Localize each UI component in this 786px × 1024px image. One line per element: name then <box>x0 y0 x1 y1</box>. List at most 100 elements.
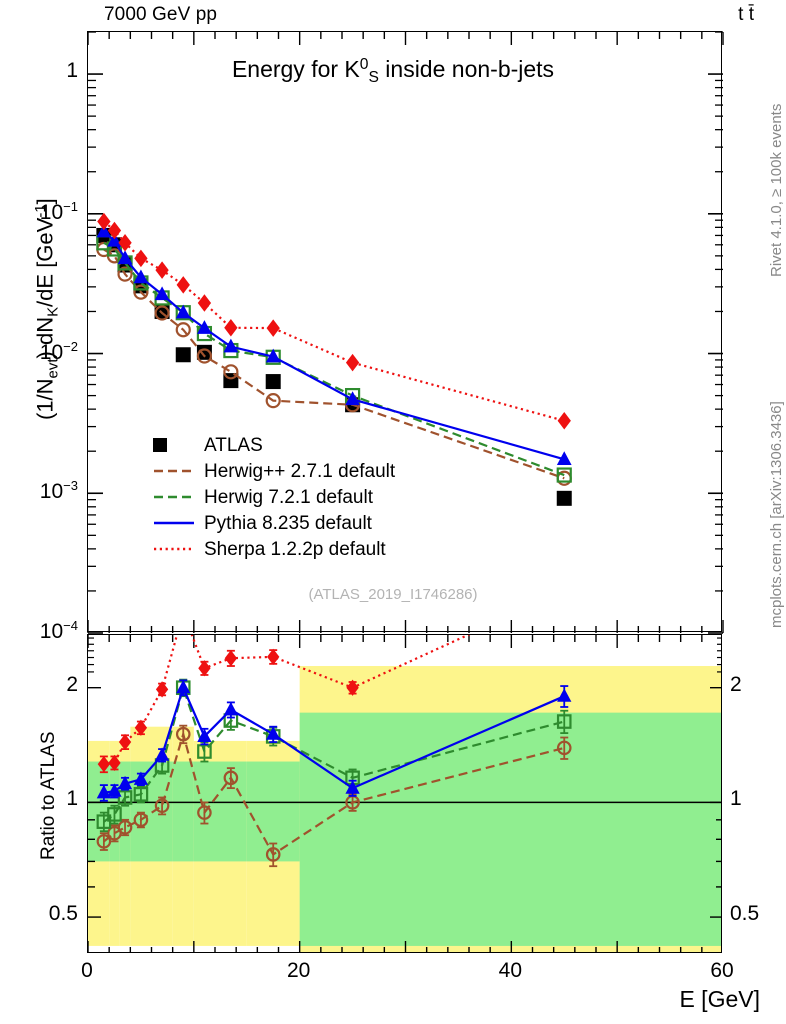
plot-title-superscript: 0 <box>359 56 369 74</box>
data-marker <box>175 347 191 363</box>
data-marker <box>265 393 281 409</box>
uncertainty-band-inner <box>88 712 721 946</box>
data-marker <box>224 318 238 337</box>
process-label: t t̄ <box>738 4 754 25</box>
data-marker <box>196 344 212 360</box>
xtick-0: 0 <box>81 959 93 982</box>
ratio-ytick-right-2: 0.5 <box>730 902 760 926</box>
data-marker <box>133 787 149 802</box>
data-marker <box>224 650 238 667</box>
legend-marker-diamond-filled <box>152 536 196 562</box>
ytitle-a: (1/N <box>32 378 58 420</box>
data-marker <box>267 648 280 665</box>
legend-label: ATLAS <box>204 435 263 456</box>
main-yaxis-title: (1/Nevt) dNK/dE [GeV-1] <box>32 198 61 420</box>
data-marker <box>175 322 191 338</box>
xaxis-title: E [GeV] <box>679 986 760 1012</box>
data-marker <box>556 740 572 756</box>
data-marker <box>96 784 112 799</box>
series-pythia-8-235-default <box>96 223 572 466</box>
legend-marker-triangle-filled <box>152 510 196 536</box>
data-marker <box>117 775 133 790</box>
data-marker <box>345 353 360 372</box>
ratio-ytick-left-2: 0.5 <box>48 902 78 926</box>
ratio-ytick-left-0: 2 <box>66 672 78 696</box>
plot-title-suffix: inside non-b-jets <box>378 56 555 82</box>
data-marker <box>133 771 149 785</box>
series-line <box>103 230 565 461</box>
data-marker <box>197 320 212 334</box>
data-marker <box>155 681 169 698</box>
ytitle-b-sub: K <box>44 306 62 317</box>
data-marker <box>117 790 133 805</box>
data-marker <box>557 412 571 430</box>
legend-marker-square-filled <box>152 432 196 458</box>
data-marker <box>176 679 191 694</box>
ratio-series-sherpa-1-2-2p-default <box>97 635 471 774</box>
main-plot-canvas <box>87 31 724 634</box>
data-marker <box>175 304 191 319</box>
data-marker <box>556 490 572 506</box>
data-marker <box>117 820 133 835</box>
ratio-plot-panel <box>87 634 722 953</box>
legend-label: Pythia 8.235 default <box>204 513 372 534</box>
data-marker <box>155 261 169 279</box>
data-marker <box>265 348 281 363</box>
data-marker <box>133 812 149 828</box>
data-marker <box>197 805 212 820</box>
data-marker <box>266 726 281 740</box>
data-marker <box>557 688 572 702</box>
ratio-plot-canvas <box>88 635 721 952</box>
data-marker <box>118 733 132 751</box>
data-marker <box>176 276 190 294</box>
data-marker <box>556 714 572 729</box>
data-marker <box>97 756 111 773</box>
data-marker <box>154 286 170 301</box>
main-yaxis-ticks <box>87 31 724 634</box>
series-sherpa-1-2-2p-default <box>97 212 571 430</box>
data-marker <box>108 754 121 771</box>
main-ytick-3: 10−3 <box>39 478 78 504</box>
data-marker <box>197 744 212 759</box>
main-ytick-2: 10−2 <box>39 338 78 364</box>
data-marker <box>556 451 572 466</box>
data-marker <box>345 780 360 794</box>
plot-title-subscript: S <box>368 69 379 86</box>
legend-marker-circle-open <box>152 458 196 484</box>
xtick-3: 60 <box>710 959 734 982</box>
legend-label: Sherpa 1.2.2p default <box>204 539 386 560</box>
data-marker <box>107 232 122 247</box>
data-marker <box>154 747 170 761</box>
ratio-ytick-right-1: 1 <box>730 787 742 811</box>
rivet-version-label: Rivet 4.1.0, ≥ 100k events <box>768 103 785 277</box>
data-marker <box>107 825 122 841</box>
data-marker <box>154 305 170 321</box>
data-marker <box>175 726 191 742</box>
data-marker <box>265 847 281 862</box>
data-marker <box>197 728 212 742</box>
legend-label: Herwig 7.2.1 default <box>204 487 373 508</box>
main-ytick-4: 10−4 <box>39 618 78 644</box>
data-marker <box>197 294 212 312</box>
main-ytick-1: 10−1 <box>39 198 78 224</box>
data-marker <box>107 783 122 797</box>
dataset-reference: (ATLAS_2019_I1746286) <box>308 586 478 603</box>
xtick-2: 40 <box>498 959 522 982</box>
ytitle-c: /dE [GeV <box>32 217 58 307</box>
data-marker <box>196 348 213 364</box>
data-marker <box>134 249 148 268</box>
data-marker <box>96 834 112 849</box>
data-marker <box>117 250 133 265</box>
data-marker <box>198 660 211 677</box>
ratio-series-line <box>103 635 471 766</box>
main-plot-panel <box>87 31 724 634</box>
data-marker <box>133 269 149 284</box>
plot-title: Energy for K0S inside non-b-jets <box>0 56 786 87</box>
xtick-1: 20 <box>286 959 311 982</box>
data-marker <box>154 798 170 814</box>
data-marker <box>97 212 111 231</box>
data-marker <box>266 319 280 337</box>
data-marker <box>346 679 359 696</box>
data-marker <box>265 374 281 390</box>
